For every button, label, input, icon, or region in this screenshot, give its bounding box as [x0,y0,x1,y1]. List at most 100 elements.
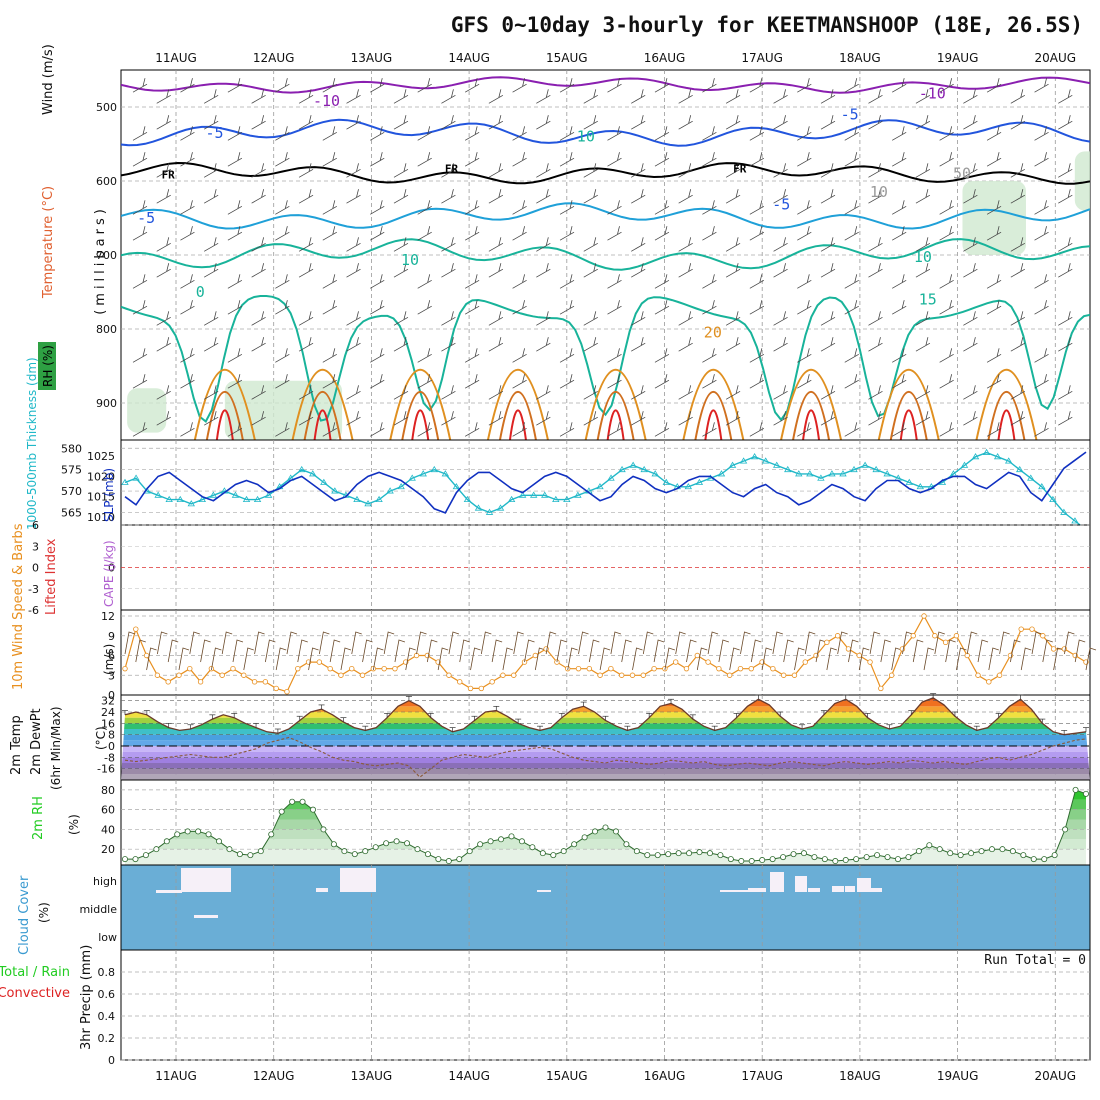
wind-barb [1058,115,1073,130]
data-point-wind10 [316,659,323,665]
panel-li: 6 3 0 -3 -6 0 Lifted Index CAPE (J/kg) [28,519,1091,617]
wind-barb [180,78,195,93]
date-label-bottom: 15AUG [546,1069,588,1083]
wind-barb [383,631,395,655]
wind-barb [773,189,788,204]
wind-barb [243,647,254,671]
data-point-rh [675,850,682,857]
wind-barb [844,422,859,437]
wind-barb [227,422,243,437]
wind-barb [203,115,219,130]
data-point-wind10 [716,665,722,672]
data-point-rh [1020,852,1027,859]
wind-barb [583,237,598,252]
wind-barb [167,639,179,663]
wind-barb [426,639,438,663]
rh-blob [224,380,343,440]
wind-barb [251,263,266,278]
data-point-thickness [176,495,184,503]
data-point-thickness [773,461,781,468]
wind-barb [275,126,290,141]
wind-barb [227,78,243,93]
data-point-wind10 [1040,633,1046,639]
wind-barb [773,385,788,400]
wind-barb [892,374,907,389]
date-label-bottom: 13AUG [351,1069,393,1083]
cloud-bar [832,886,844,892]
wind-barb [464,348,480,363]
cloud-bar [194,915,218,918]
data-point-wind10 [338,672,344,678]
wind-barb [631,115,646,130]
wind-barb [322,348,337,363]
data-point-rh [174,831,181,838]
wind-barb [298,263,314,278]
wind-barb [210,647,222,671]
temp-contour [596,390,635,440]
wind-barb [464,152,480,167]
wind-barb [631,163,646,178]
wind-barb [696,647,708,671]
data-point-rh [988,846,995,853]
wind-barb [227,200,243,215]
y-tick-label: 1025 [87,450,115,463]
wind-barb [963,385,978,400]
wind-barb [512,126,527,141]
wind-barb [844,126,859,141]
data-point-rh [706,850,713,857]
data-point-thickness [1049,495,1057,503]
data-point-rh [372,844,379,851]
cross-section-content: -10 -10 -5 -5 FR FR FR -5 -5 10 10 0 15 20 10 10 50 [121,76,1090,440]
wind-barb [298,411,314,426]
data-point-rh [727,856,734,863]
wind-barb [868,237,883,252]
wind-barb [393,115,409,130]
temp-contour [682,369,745,440]
wind-barb [848,639,859,663]
wind-barb [583,163,598,178]
data-point-wind10 [154,672,161,678]
wind-barb [678,163,693,178]
data-point-thickness [253,495,262,503]
wind-barb [322,422,337,437]
data-point-wind10 [500,672,506,678]
wind-barb [986,152,1002,167]
wind-barb [773,411,788,426]
wind-barb [939,78,954,93]
y-tick-label: 900 [96,397,117,410]
contour-label: 50 [953,165,971,183]
wind-barb [986,374,1002,389]
cloud-bar [808,888,820,892]
data-point-rh [821,856,828,863]
wind-barb [820,189,836,204]
data-point-rh [351,851,358,858]
left-axis-labels: 10m Wind Speed & Barbs [11,523,26,690]
wind-barb [227,374,243,389]
data-point-wind10 [845,646,852,652]
wind-barb [480,631,492,655]
data-point-wind10 [197,679,204,685]
data-point-rh [717,852,724,859]
rh-band [125,829,1086,840]
cloud-bar [748,888,766,892]
wind-barb [868,311,883,326]
data-point-wind10 [1050,646,1057,652]
wind-barb [156,89,171,104]
wind-barb [370,78,385,93]
wind-barb [631,411,646,426]
data-point-wind10 [651,665,657,672]
data-point-thickness [739,457,748,464]
wind-barb [346,263,361,278]
wind-barb [773,311,788,326]
data-point-thickness [386,487,394,494]
wind-barb [820,89,836,104]
data-point-thickness [905,478,913,485]
wind-barb [963,311,978,326]
date-label-bottom: 12AUG [253,1069,295,1083]
temp-contour [987,390,1026,440]
wind-barb [417,152,432,167]
data-point-rh [1072,786,1079,793]
wind-barb [578,631,589,655]
temp-band [121,746,1090,752]
contour-label: 10 [577,128,595,146]
